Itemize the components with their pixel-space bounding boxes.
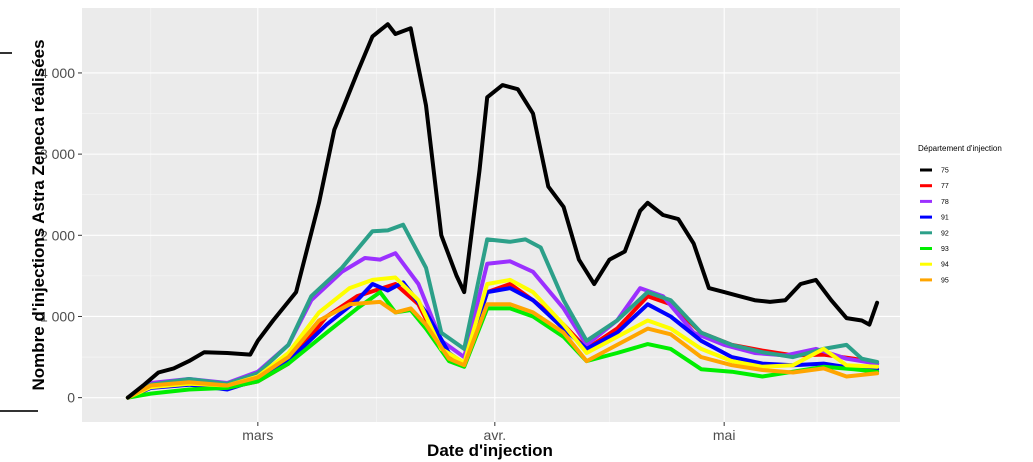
legend: Département d'injection 75 77 78 91 92 93 94 95 [918,144,1002,284]
legend-title: Département d'injection [918,144,1002,153]
legend-label-91: 91 [941,215,949,222]
legend-label-94: 94 [941,262,949,269]
series-lines [125,22,880,400]
left-edge-rule-top [0,52,12,54]
x-axis-label: Date d'injection [427,441,553,460]
y-axis-ticks: 0 1 000 2 000 3 000 4 000 [40,65,82,406]
y-tick-label: 1 000 [40,308,75,324]
series-line-95 [125,299,880,400]
legend-label-75: 75 [941,168,949,175]
x-tick-label: avr. [484,427,507,443]
legend-items: 75 77 78 91 92 93 94 95 [920,168,949,284]
x-tick-label: mars [242,427,273,443]
legend-label-78: 78 [941,199,949,206]
legend-label-93: 93 [941,246,949,253]
left-edge-rule-bottom [0,410,38,412]
plot-panel [82,8,900,422]
legend-label-92: 92 [941,230,949,237]
y-tick-label: 0 [67,390,75,406]
y-tick-label: 3 000 [40,146,75,162]
y-tick-label: 4 000 [40,65,75,81]
series-line-92 [125,222,880,400]
y-tick-label: 2 000 [40,227,75,243]
series-line-75 [125,22,880,400]
x-tick-label: mai [713,427,736,443]
legend-label-95: 95 [941,277,949,284]
legend-label-77: 77 [941,183,949,190]
y-axis-label: Nombre d'injections Astra Zeneca réalisé… [29,39,48,390]
x-axis-ticks: mars avr. mai [242,422,735,443]
series-line-94 [125,275,880,400]
